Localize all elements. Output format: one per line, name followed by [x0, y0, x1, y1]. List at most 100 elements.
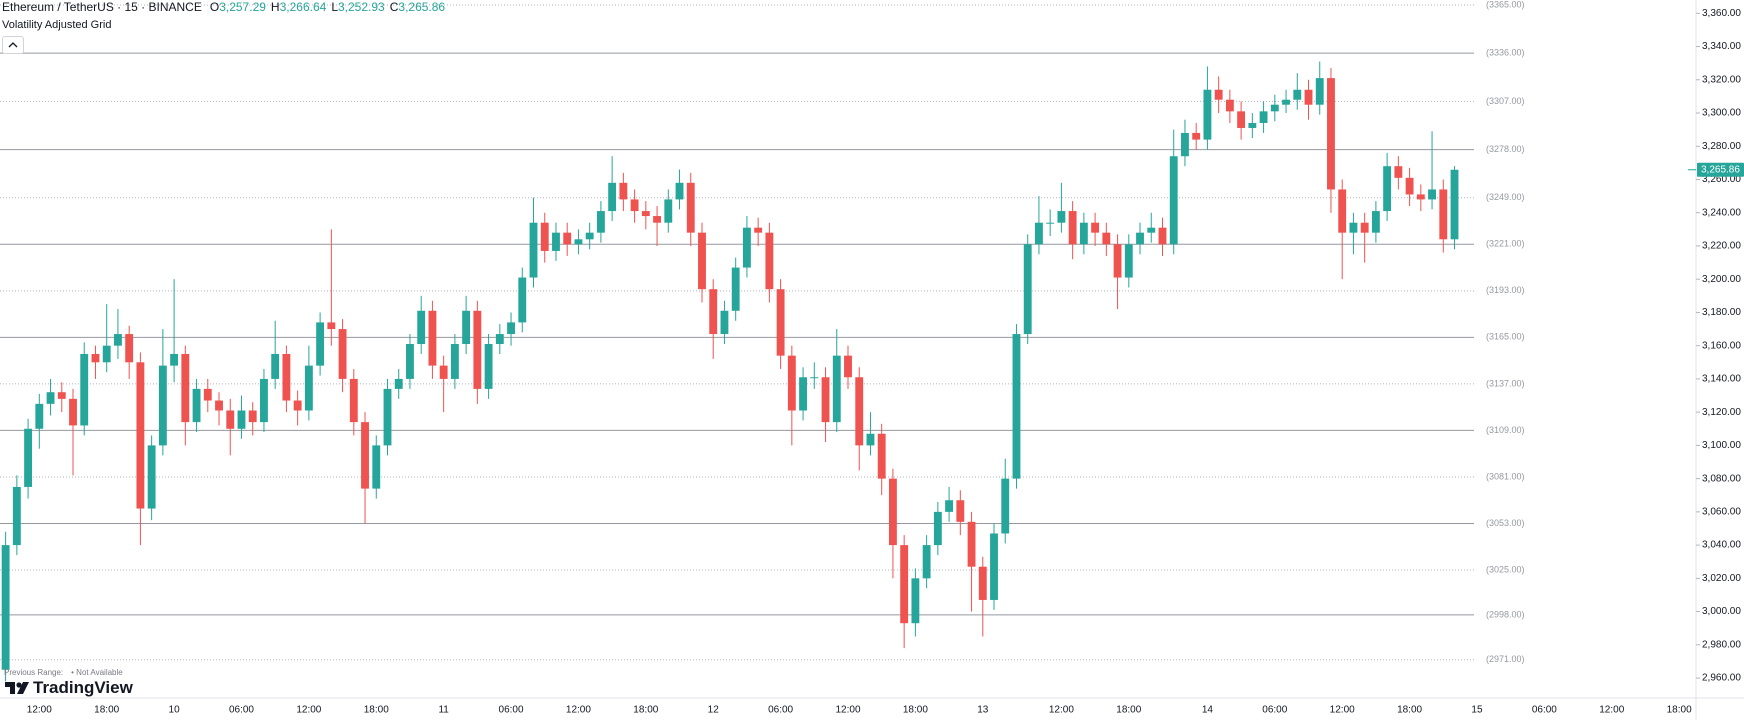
candle-body — [1001, 478, 1010, 534]
x-tick-label: 18:00 — [1397, 705, 1422, 716]
candle-body — [1158, 227, 1167, 245]
candle-body — [203, 388, 212, 401]
candle-body — [664, 199, 673, 223]
symbol-title[interactable]: Ethereum / TetherUS · 15 · BINANCE — [2, 0, 202, 14]
grid-level-label: (3109.00) — [1486, 425, 1525, 435]
y-tick-label: 3,180.00 — [1702, 307, 1741, 318]
collapse-button[interactable] — [2, 36, 24, 54]
candle-body — [1349, 222, 1358, 233]
y-tick-label: 3,120.00 — [1702, 407, 1741, 418]
grid-level-label: (2971.00) — [1486, 654, 1525, 664]
x-tick-label: 18:00 — [1667, 705, 1692, 716]
candle-body — [327, 322, 336, 330]
candle-body — [248, 410, 257, 423]
candle-body — [1091, 222, 1100, 233]
candle-body — [754, 227, 763, 233]
candle-body — [507, 322, 515, 335]
ohlc-value: 3,265.86 — [398, 0, 446, 14]
grid-level-label: (3165.00) — [1486, 332, 1525, 342]
candle-body — [1057, 211, 1066, 223]
candle-body — [1012, 334, 1021, 479]
candle-body — [765, 232, 774, 290]
grid-level-label: (3336.00) — [1486, 48, 1525, 58]
y-tick-label: 3,360.00 — [1702, 8, 1741, 19]
candle-body — [1214, 89, 1223, 100]
x-tick-label: 14 — [1202, 705, 1214, 716]
candle-body — [1124, 244, 1133, 278]
candle-body — [1181, 132, 1189, 157]
x-tick-label: 12:00 — [566, 705, 591, 716]
candle-body — [57, 392, 66, 399]
y-tick-label: 3,260.00 — [1702, 174, 1741, 185]
candle-body — [1079, 222, 1088, 245]
grid-level-label: (3249.00) — [1486, 192, 1525, 202]
last-price-label: 3,265.86 — [1701, 164, 1740, 175]
ohlc-key: L — [331, 0, 338, 14]
candle-body — [147, 445, 156, 509]
x-tick-label: 06:00 — [229, 705, 254, 716]
candle-body — [439, 365, 448, 379]
candle-body — [933, 511, 942, 546]
candle-body — [1371, 211, 1380, 233]
candle-body — [1068, 211, 1077, 245]
candle-body — [709, 289, 718, 335]
indicator-name[interactable]: Volatility Adjusted Grid — [2, 19, 112, 31]
indicator-footer: Previous Range: • Not Available — [4, 668, 131, 677]
candle-body — [675, 182, 684, 200]
candle-body — [1023, 244, 1032, 335]
ohlc-value: 3,257.29 — [219, 0, 266, 14]
grid-level-label: (3278.00) — [1486, 144, 1525, 154]
candle-body — [698, 232, 706, 290]
candle-body — [1282, 99, 1290, 105]
candle-body — [372, 445, 381, 489]
x-tick-label: 13 — [977, 705, 989, 716]
candle-body — [641, 211, 650, 217]
candle-body — [349, 378, 358, 423]
candle-body — [956, 500, 965, 522]
candle-body — [877, 433, 886, 479]
logo-icon — [5, 682, 29, 694]
candle-body — [406, 344, 414, 379]
ohlc-value: 3,252.93 — [338, 0, 385, 14]
y-tick-label: 3,000.00 — [1702, 606, 1741, 617]
candle-body — [787, 355, 796, 411]
previous-range-status: • Not Available — [71, 668, 123, 677]
candle-body — [114, 334, 122, 346]
candle-body — [237, 410, 246, 429]
y-tick-label: 3,020.00 — [1702, 573, 1741, 584]
candle-body — [1259, 111, 1268, 123]
y-tick-label: 3,140.00 — [1702, 374, 1741, 385]
tradingview-logo[interactable]: TradingView — [4, 678, 133, 698]
candle-body — [945, 500, 954, 512]
y-tick-label: 3,220.00 — [1702, 241, 1741, 252]
candle-body — [990, 533, 998, 600]
candle-body — [1147, 227, 1156, 233]
candle-body — [1225, 99, 1234, 112]
candle-body — [1113, 244, 1122, 278]
candle-body — [80, 353, 89, 426]
last-price-tag — [1697, 162, 1744, 177]
candle-body — [776, 289, 785, 356]
grid-level-label: (3365.00) — [1486, 0, 1525, 9]
candle-body — [810, 377, 819, 379]
grid-level-label: (3193.00) — [1486, 285, 1525, 295]
candle-body — [394, 378, 403, 389]
candle-body — [282, 353, 291, 401]
x-tick-label: 12 — [708, 705, 720, 716]
candle-body — [855, 377, 864, 446]
candle-body — [1450, 169, 1459, 240]
y-tick-label: 3,040.00 — [1702, 540, 1741, 551]
candle-body — [428, 310, 437, 366]
candle-body — [170, 353, 179, 366]
candle-body — [417, 310, 426, 345]
candle-body — [832, 355, 841, 423]
candle-body — [653, 216, 661, 223]
candle-body — [192, 388, 201, 423]
candle-body — [1327, 78, 1335, 190]
candle-body — [338, 329, 347, 379]
x-tick-label: 11 — [438, 705, 449, 716]
grid-level-label: (3053.00) — [1486, 518, 1525, 528]
candle-body — [888, 478, 897, 546]
candle-body — [1035, 222, 1043, 245]
